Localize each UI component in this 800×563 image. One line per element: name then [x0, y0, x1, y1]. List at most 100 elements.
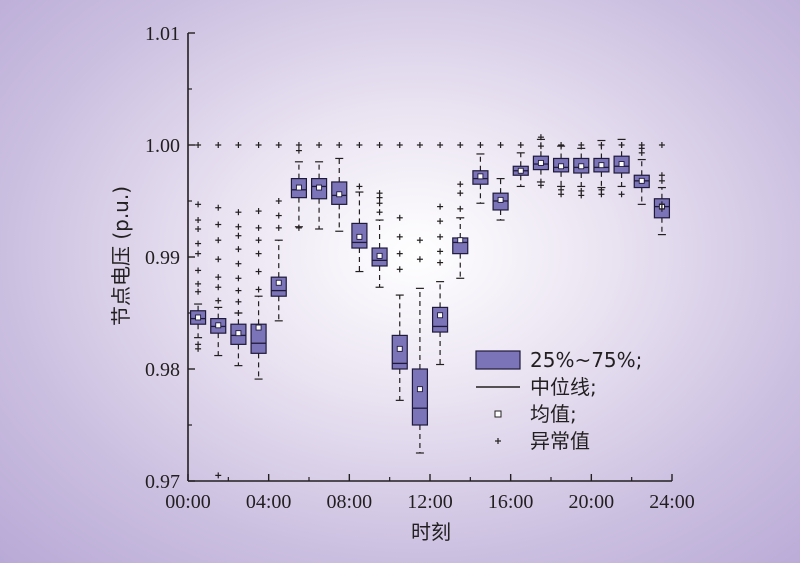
outlier-point	[437, 142, 444, 148]
outlier-point	[497, 142, 504, 148]
mean-marker	[416, 386, 423, 393]
outlier-point	[658, 142, 665, 148]
outlier-point	[598, 186, 605, 193]
outlier-point	[235, 260, 242, 267]
box-item	[452, 142, 469, 279]
box-iqr	[270, 276, 287, 297]
mean-marker	[578, 163, 585, 170]
box-item	[230, 142, 247, 367]
outlier-point	[295, 224, 302, 231]
box-iqr	[431, 306, 449, 333]
legend-item: 异常值	[495, 429, 590, 453]
outlier-point	[437, 203, 444, 210]
box-item	[512, 142, 529, 188]
x-axis-title: 时刻	[411, 520, 451, 544]
outlier-point	[195, 250, 202, 257]
outlier-point	[215, 274, 222, 281]
outlier-point	[437, 218, 444, 225]
outlier-point	[235, 246, 242, 253]
outlier-point	[396, 250, 403, 257]
outlier-point	[235, 298, 242, 305]
outlier-point	[316, 142, 323, 148]
outlier-point	[437, 248, 444, 255]
outlier-point	[235, 142, 242, 148]
mean-marker	[295, 184, 302, 191]
outlier-point	[295, 147, 302, 154]
box-item	[290, 142, 308, 231]
outlier-point	[235, 209, 242, 216]
outlier-point	[437, 233, 444, 240]
outlier-point	[235, 275, 242, 282]
mean-marker	[497, 196, 504, 203]
box-iqr	[250, 323, 267, 354]
outlier-point	[215, 472, 222, 479]
box-item	[270, 142, 287, 322]
outlier-point	[537, 182, 544, 189]
mean-marker	[437, 312, 444, 319]
outlier-point	[618, 142, 625, 148]
x-tick-label: 12:00	[407, 491, 453, 513]
box-item	[653, 142, 671, 236]
outlier-point	[336, 142, 343, 148]
outlier-point	[457, 142, 464, 148]
legend-item: 25%~75%;	[475, 348, 642, 372]
box-item	[573, 142, 590, 199]
outlier-point	[416, 142, 423, 148]
outlier-point	[376, 209, 383, 216]
outlier-point	[437, 259, 444, 266]
x-tick-label: 08:00	[327, 491, 373, 513]
outlier-point	[255, 286, 262, 293]
mean-marker	[517, 167, 524, 174]
box-item	[331, 142, 348, 232]
outlier-point	[215, 237, 222, 244]
box-item	[613, 138, 630, 198]
outlier-point	[495, 438, 501, 444]
mean-marker	[255, 324, 262, 331]
outlier-point	[215, 204, 222, 211]
box-item	[431, 142, 449, 366]
box-item	[593, 139, 610, 198]
box-item	[391, 142, 408, 401]
outlier-point	[537, 134, 544, 141]
legend-label: 中位线;	[530, 375, 597, 399]
x-tick-label: 20:00	[569, 491, 615, 513]
outlier-point	[376, 142, 383, 148]
box-item	[532, 134, 550, 189]
outlier-point	[558, 142, 565, 148]
mean-marker	[477, 173, 484, 180]
outlier-point	[275, 142, 282, 148]
outlier-point	[376, 190, 383, 197]
legend-item: 均值;	[494, 402, 577, 426]
y-axis-title: 节点电压 (p.u.)	[109, 186, 133, 326]
outlier-point	[618, 191, 625, 198]
legend-label: 均值;	[530, 402, 577, 426]
mean-marker	[275, 279, 282, 286]
box-item	[210, 142, 227, 479]
legend-label: 异常值	[530, 429, 590, 453]
box-item	[633, 142, 650, 205]
boxes	[189, 134, 671, 479]
mean-marker	[457, 237, 464, 244]
x-tick-label: 24:00	[649, 491, 695, 513]
outlier-point	[235, 287, 242, 294]
mean-marker	[537, 159, 544, 166]
outlier-point	[477, 142, 484, 148]
box-item	[472, 142, 489, 204]
outlier-point	[255, 224, 262, 231]
outlier-point	[598, 142, 605, 148]
mean-marker	[618, 161, 625, 167]
outlier-point	[275, 198, 282, 204]
outlier-point	[416, 256, 423, 263]
mean-marker	[235, 330, 242, 337]
box-item	[250, 142, 267, 380]
outlier-point	[275, 212, 282, 219]
outlier-point	[215, 297, 222, 304]
outlier-point	[195, 201, 202, 208]
y-tick-label: 1.00	[145, 135, 180, 157]
x-tick-label: 00:00	[165, 491, 211, 513]
box-item	[371, 142, 388, 288]
mean-marker	[558, 163, 565, 170]
mean-marker	[195, 314, 202, 321]
legend-mean-swatch	[494, 410, 502, 418]
